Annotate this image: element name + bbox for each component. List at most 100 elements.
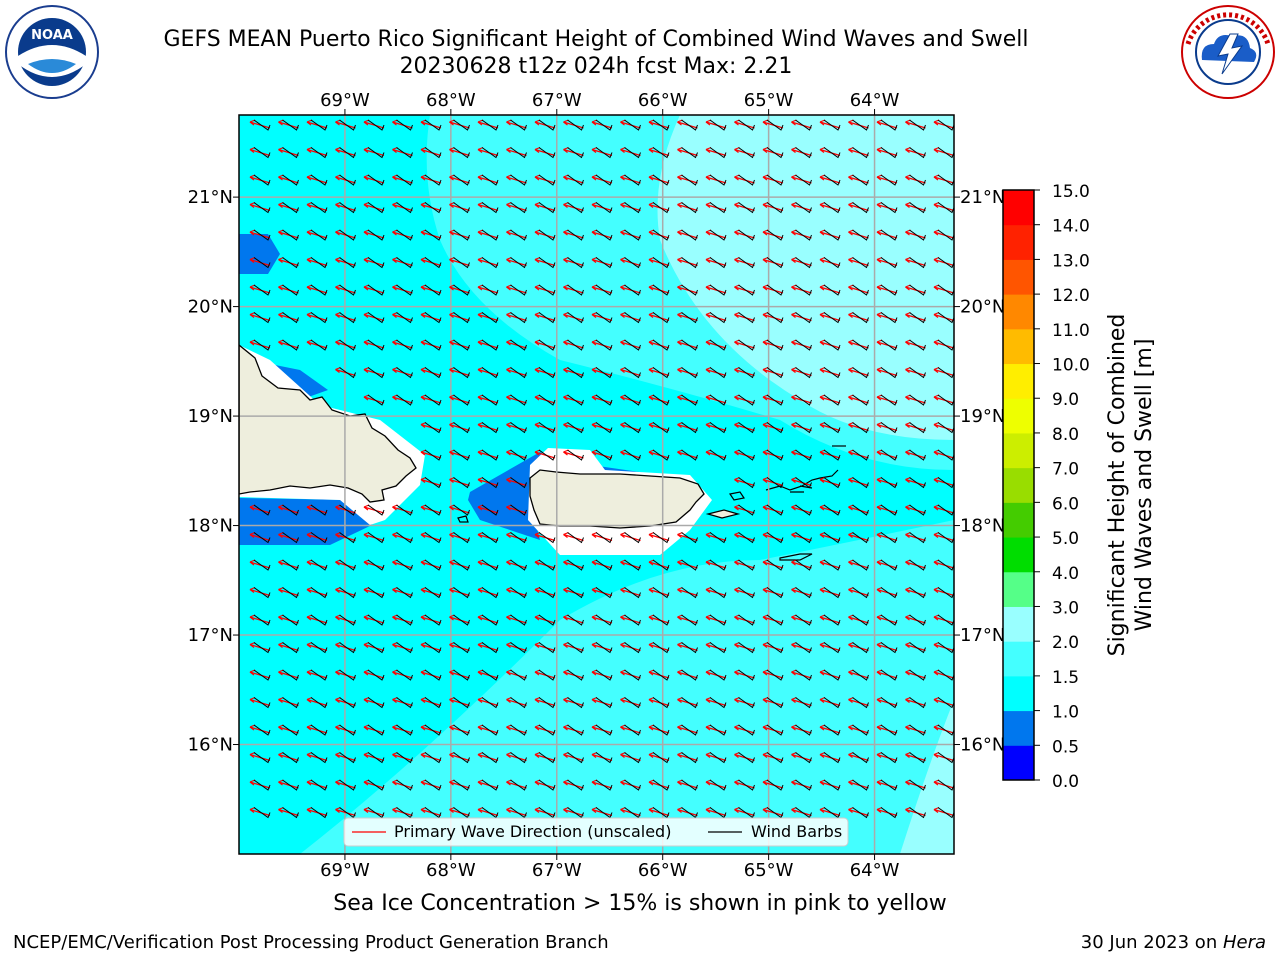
wave-arrow — [335, 669, 356, 681]
wave-arrow — [392, 119, 413, 131]
wave-arrow — [363, 724, 385, 736]
wave-arrow — [705, 669, 727, 681]
wave-arrow — [705, 146, 727, 159]
wave-arrow — [819, 366, 841, 379]
wave-arrow — [876, 724, 898, 736]
wave-arrow — [848, 394, 869, 406]
wave-arrow — [648, 174, 670, 186]
wave-arrow — [335, 559, 356, 571]
wave-arrow — [249, 531, 271, 544]
wave-arrow — [477, 421, 499, 434]
wave-arrow — [534, 614, 556, 626]
wave-arrow — [335, 229, 356, 241]
wave-arrow — [563, 256, 584, 269]
wave-arrow — [591, 366, 613, 379]
map-legend: Primary Wave Direction (unscaled) Wind B… — [343, 817, 849, 847]
wave-arrow — [563, 229, 584, 241]
wave-arrow — [762, 696, 784, 709]
wave-arrow — [620, 696, 641, 709]
wave-arrow — [705, 779, 727, 791]
wave-arrow — [506, 201, 527, 214]
wave-arrow — [791, 119, 812, 131]
wave-arrow — [791, 669, 812, 681]
wave-arrow — [335, 614, 356, 626]
wave-arrow — [819, 394, 841, 406]
island-st-croix — [779, 553, 813, 561]
wave-arrow — [249, 669, 271, 681]
wave-arrow — [278, 531, 299, 544]
wave-arrow — [591, 696, 613, 709]
wave-arrow — [848, 641, 869, 654]
wave-arrow — [335, 531, 356, 544]
wave-arrow — [705, 119, 727, 131]
colorbar-swatch — [1003, 571, 1034, 607]
wave-arrow — [392, 256, 413, 269]
wave-arrow — [306, 559, 328, 571]
wave-arrow — [705, 394, 727, 406]
wave-arrow — [506, 339, 527, 351]
wave-arrow — [705, 229, 727, 241]
wave-arrow — [420, 229, 442, 241]
wave-arrow — [563, 174, 584, 186]
wave-arrow — [762, 174, 784, 186]
wave-arrow — [449, 751, 470, 764]
wave-arrow — [620, 779, 641, 791]
wave-arrow — [848, 696, 869, 709]
wave-arrow — [506, 559, 527, 571]
wave-arrow — [335, 201, 356, 214]
wave-arrow — [848, 751, 869, 764]
wave-arrow — [335, 174, 356, 186]
wave-arrow — [591, 724, 613, 736]
wave-arrow — [677, 724, 698, 736]
lat-label-left: 18°N — [188, 516, 233, 537]
land-hispaniola — [239, 344, 417, 503]
wave-arrow — [677, 339, 698, 351]
wave-arrow — [905, 751, 926, 764]
wave-arrow — [620, 284, 641, 296]
wave-arrow — [534, 724, 556, 736]
wave-arrow — [534, 174, 556, 186]
wave-arrow — [876, 614, 898, 626]
wave-arrow — [420, 366, 442, 379]
colorbar-tick-label: 13.0 — [1052, 251, 1090, 271]
wave-arrow — [306, 174, 328, 186]
colorbar-swatch — [1003, 259, 1034, 295]
colorbar-swatch — [1003, 224, 1034, 260]
wave-arrow — [648, 119, 670, 131]
wave-arrow — [278, 229, 299, 241]
wave-arrow — [591, 174, 613, 186]
wave-arrow — [534, 284, 556, 296]
wave-arrow — [876, 559, 898, 571]
wave-arrow — [848, 806, 869, 819]
wave-arrow — [278, 146, 299, 159]
wave-arrow — [848, 614, 869, 626]
wave-arrow — [677, 669, 698, 681]
wave-arrow — [620, 669, 641, 681]
wave-arrow — [791, 366, 812, 379]
wave-arrow — [449, 641, 470, 654]
wave-arrow — [506, 119, 527, 131]
wave-arrow — [477, 366, 499, 379]
wave-arrow — [648, 311, 670, 324]
wave-arrow — [848, 504, 869, 516]
wave-arrow — [705, 174, 727, 186]
wave-arrow — [762, 449, 784, 461]
wave-arrow — [791, 421, 812, 434]
wave-arrow — [905, 531, 926, 544]
wave-arrow — [392, 146, 413, 159]
wave-arrow — [734, 586, 755, 599]
wave-arrow — [791, 779, 812, 791]
wave-arrow — [848, 724, 869, 736]
wave-arrow — [278, 559, 299, 571]
wave-arrow — [449, 449, 470, 461]
wave-arrow — [249, 696, 271, 709]
wave-arrow — [420, 449, 442, 461]
wave-arrow — [534, 311, 556, 324]
wave-arrow — [876, 366, 898, 379]
wave-arrow — [620, 531, 641, 544]
wave-arrow — [449, 696, 470, 709]
wave-arrow — [278, 339, 299, 351]
lat-label-left: 19°N — [188, 406, 233, 427]
wave-arrow — [905, 449, 926, 461]
wave-arrow — [534, 641, 556, 654]
